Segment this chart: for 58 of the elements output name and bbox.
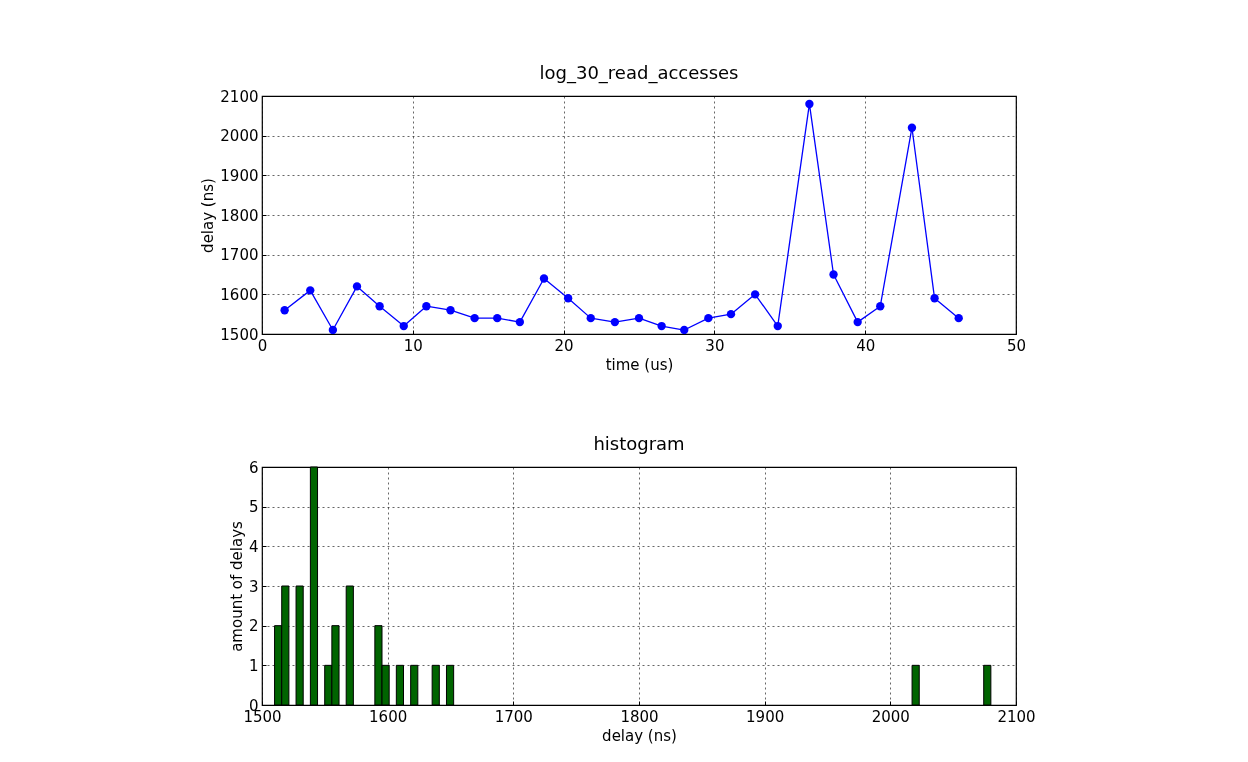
- point: [829, 270, 838, 279]
- y-tick-label: 1600: [220, 285, 259, 304]
- y-tick-label: 5: [248, 498, 259, 517]
- y-tick-label: 2: [248, 617, 259, 636]
- x-tick-label: 20: [554, 336, 574, 355]
- x-tick-label: 1800: [620, 707, 659, 726]
- point: [399, 321, 408, 331]
- x-axis-title: delay (ns): [602, 726, 677, 745]
- point: [704, 313, 713, 323]
- point: [907, 123, 917, 132]
- point: [726, 309, 736, 319]
- point: [750, 290, 760, 299]
- point: [805, 99, 814, 109]
- y-tick-label: 1700: [220, 246, 259, 265]
- y-tick-label: 2000: [220, 127, 259, 146]
- point: [352, 282, 362, 291]
- point: [328, 325, 338, 334]
- y-tick-label: 4: [248, 537, 259, 556]
- point: [422, 302, 431, 311]
- x-axis-title: time (us): [605, 355, 674, 374]
- x-tick-label: 10: [403, 336, 423, 355]
- y-axis-title: delay (ns): [199, 178, 218, 253]
- point: [375, 302, 384, 311]
- y-tick-label: 1: [248, 656, 259, 675]
- point: [280, 306, 289, 315]
- chart-title: log_30_read_accesses: [539, 62, 739, 84]
- point: [563, 294, 573, 303]
- point: [657, 321, 666, 331]
- point: [930, 294, 939, 303]
- y-axis-title: amount of delays: [227, 520, 246, 652]
- point: [853, 317, 862, 327]
- point: [680, 325, 689, 334]
- chart-title: histogram: [593, 433, 685, 454]
- point: [586, 313, 595, 323]
- point: [539, 274, 549, 283]
- point: [493, 313, 502, 323]
- x-tick-label: 50: [1006, 336, 1027, 355]
- y-tick-label: 6: [248, 458, 259, 477]
- point: [876, 302, 885, 311]
- point: [306, 286, 315, 295]
- x-tick-label: 1900: [746, 707, 785, 726]
- point: [610, 317, 620, 327]
- x-tick-label: 2000: [871, 707, 910, 726]
- point: [773, 321, 782, 331]
- x-tick-label: 40: [856, 336, 876, 355]
- point: [515, 317, 525, 327]
- point: [634, 313, 644, 323]
- x-tick-label: 1600: [369, 707, 408, 726]
- point: [954, 313, 963, 323]
- point: [446, 306, 455, 315]
- x-tick-label: 2100: [997, 707, 1036, 726]
- point: [470, 313, 479, 323]
- y-tick-label: 3: [248, 577, 259, 596]
- y-tick-label: 1800: [220, 206, 259, 225]
- y-tick-label: 2100: [220, 87, 259, 106]
- x-tick-label: 1700: [494, 707, 533, 726]
- x-tick-label: 30: [705, 336, 725, 355]
- y-tick-label: 1900: [220, 166, 259, 185]
